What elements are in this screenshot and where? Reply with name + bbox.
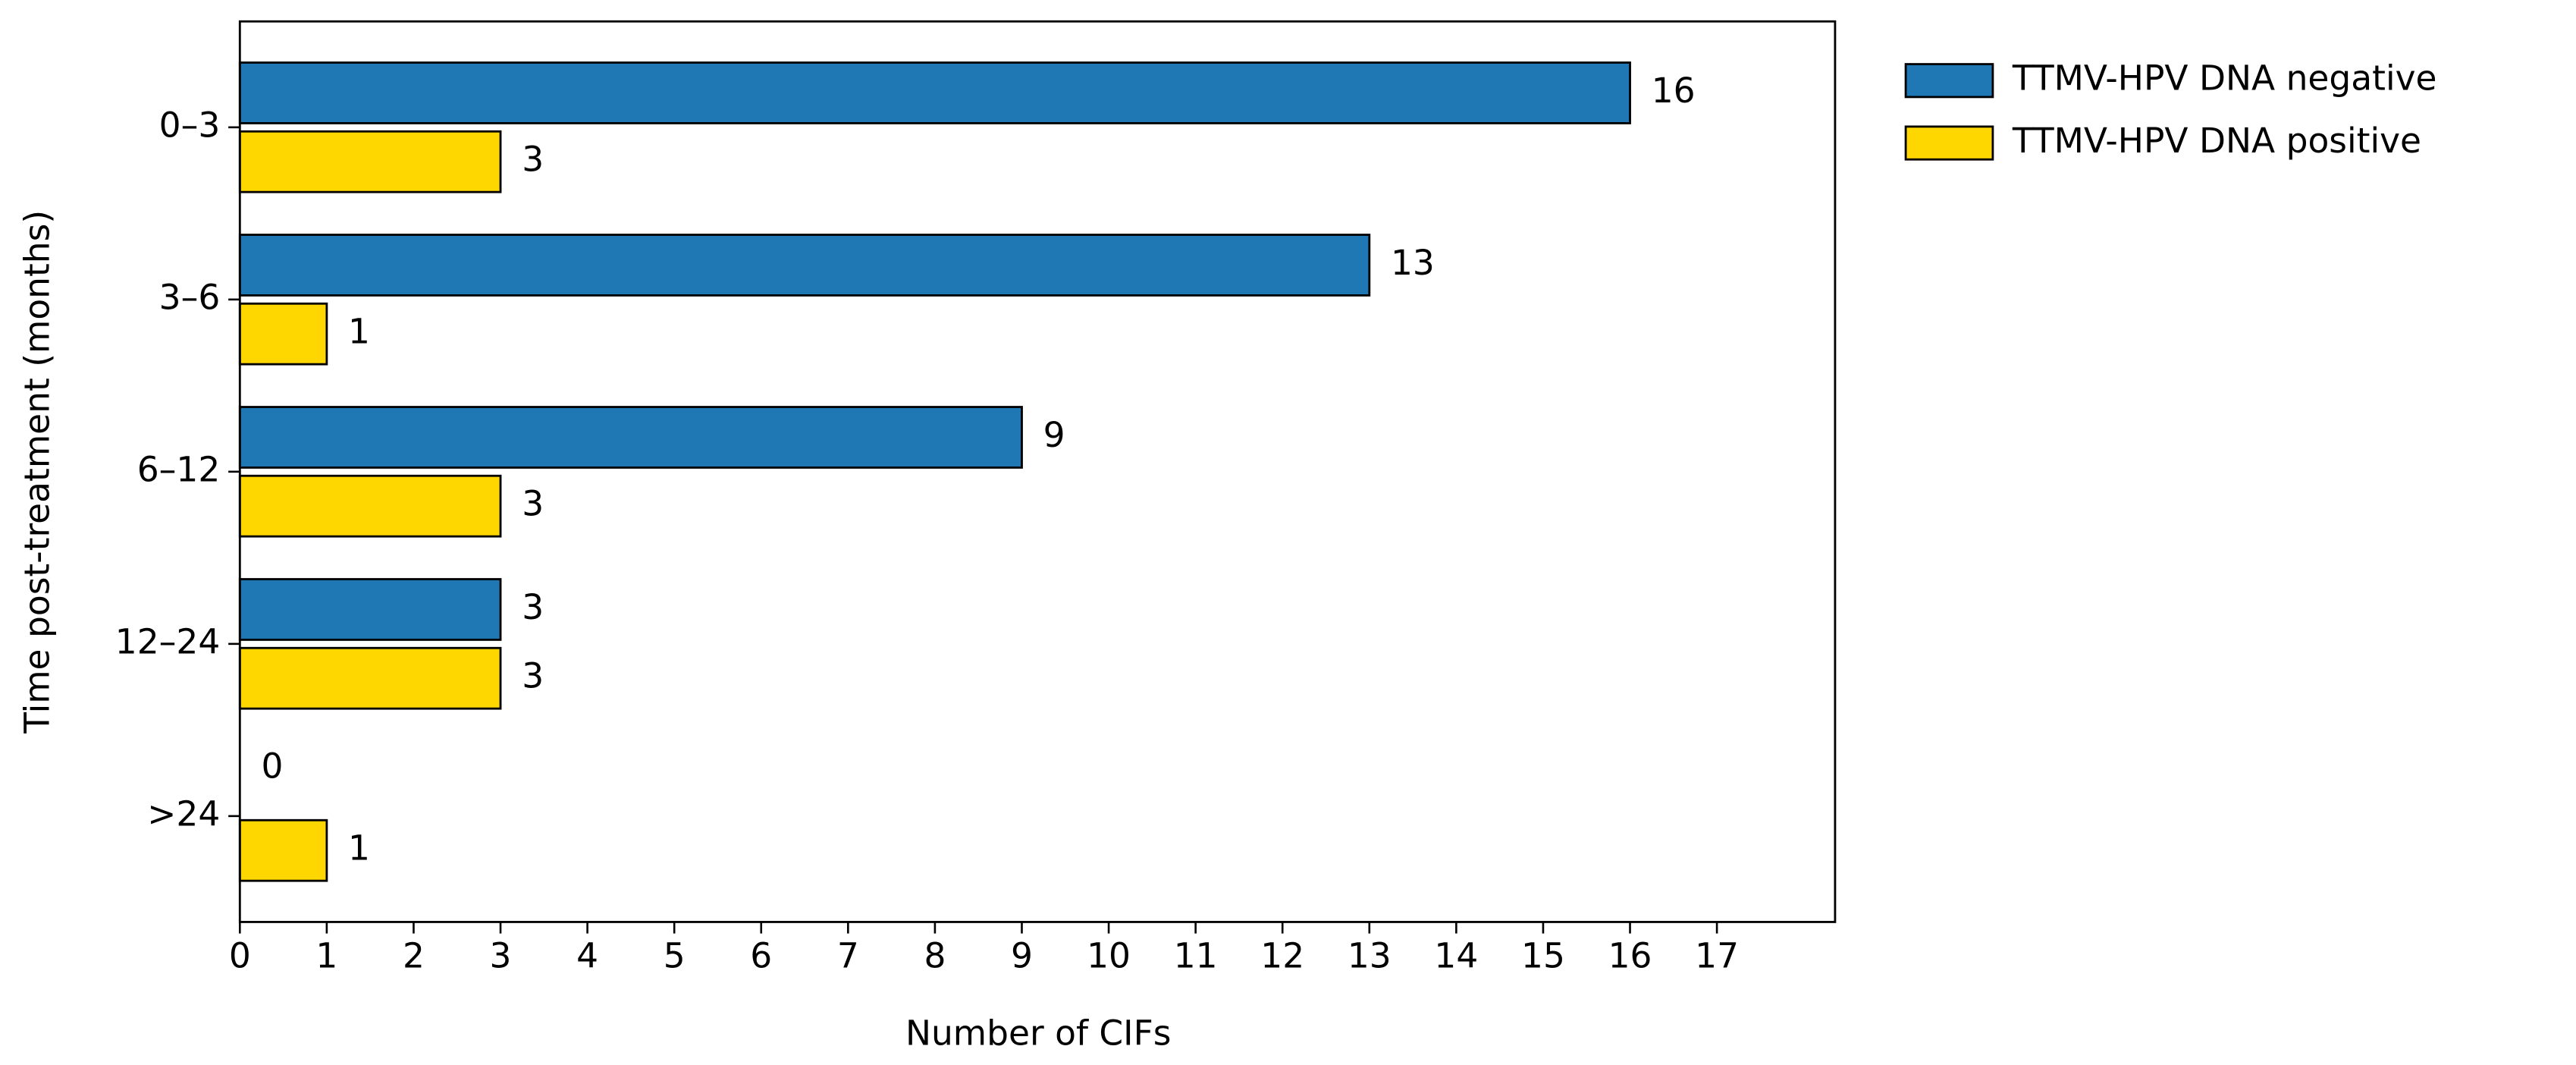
y-tick-label: 12–24 [115,621,221,661]
x-tick-label: 7 [837,936,859,976]
x-axis-label: Number of CIFs [905,1013,1172,1053]
bar [238,578,502,641]
x-tick-label: 3 [490,936,512,976]
x-tick-label: 14 [1434,936,1478,976]
y-tick-label: >24 [147,793,220,834]
value-label: 1 [348,312,370,352]
x-tick-label: 0 [229,936,251,976]
y-axis-label: Time post-treatment (months) [17,210,57,734]
legend-label: TTMV-HPV DNA positive [2012,121,2421,161]
x-tick-label: 17 [1695,936,1739,976]
value-label: 9 [1043,415,1065,455]
legend-label: TTMV-HPV DNA negative [2012,58,2437,99]
bar [238,406,1023,469]
x-tick-label: 6 [750,936,772,976]
x-tick-label: 4 [576,936,598,976]
x-tick-label: 8 [924,936,946,976]
value-label: 3 [522,140,544,180]
bar [238,234,1371,297]
x-tick-label: 5 [664,936,686,976]
bar [238,130,502,193]
bar [238,646,502,710]
x-tick-label: 15 [1521,936,1565,976]
bar [238,302,328,366]
plot-frame [238,20,1837,923]
x-tick-label: 10 [1087,936,1131,976]
x-tick-label: 9 [1011,936,1033,976]
x-tick-label: 11 [1174,936,1218,976]
value-label: 0 [261,746,283,787]
y-tick-label: 6–12 [137,449,221,489]
x-tick-label: 2 [403,936,425,976]
value-label: 1 [348,828,370,869]
x-tick-label: 16 [1608,936,1652,976]
value-label: 16 [1652,71,1696,111]
x-tick-label: 12 [1260,936,1304,976]
legend-swatch [1904,63,1994,99]
y-tick-label: 0–3 [159,105,221,145]
value-label: 3 [522,587,544,627]
value-label: 13 [1391,243,1435,283]
x-tick-label: 13 [1348,936,1392,976]
bar [238,61,1631,124]
value-label: 3 [522,484,544,524]
bar [238,474,502,538]
bar [238,818,328,882]
legend-swatch [1904,125,1994,161]
x-tick-label: 1 [315,936,337,976]
y-tick-label: 3–6 [159,277,221,317]
value-label: 3 [522,656,544,696]
